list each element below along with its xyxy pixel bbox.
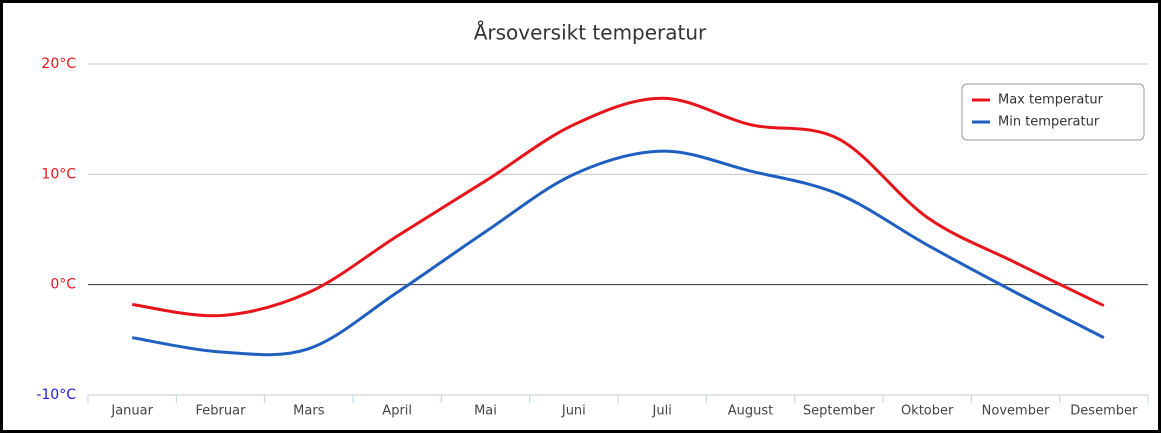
y-tick-label: 10°C <box>41 166 76 182</box>
x-tick-label: Februar <box>196 404 247 419</box>
x-tick-label: Desember <box>1070 404 1138 419</box>
x-tick-label: Mars <box>293 404 325 419</box>
legend-label: Max temperatur <box>998 93 1104 108</box>
series-line <box>131 149 1105 357</box>
x-tick-label: April <box>382 404 412 419</box>
y-tick-label: 0°C <box>50 277 76 293</box>
y-tick-label: 20°C <box>41 56 76 72</box>
chart-title: Årsoversikt temperatur <box>474 21 707 45</box>
x-tick-label: Juni <box>561 404 586 419</box>
x-tick-label: Oktober <box>901 404 954 419</box>
series-line <box>131 96 1105 318</box>
legend-box <box>961 83 1145 141</box>
y-tick-label: -10°C <box>36 387 76 403</box>
x-tick-label: November <box>982 404 1050 419</box>
x-tick-label: September <box>803 404 876 419</box>
x-tick-label: Januar <box>110 404 153 419</box>
x-tick-label: Mai <box>474 404 497 419</box>
x-tick-label: Juli <box>652 404 672 419</box>
x-tick-label: August <box>728 404 774 419</box>
legend-label: Min temperatur <box>998 115 1100 130</box>
